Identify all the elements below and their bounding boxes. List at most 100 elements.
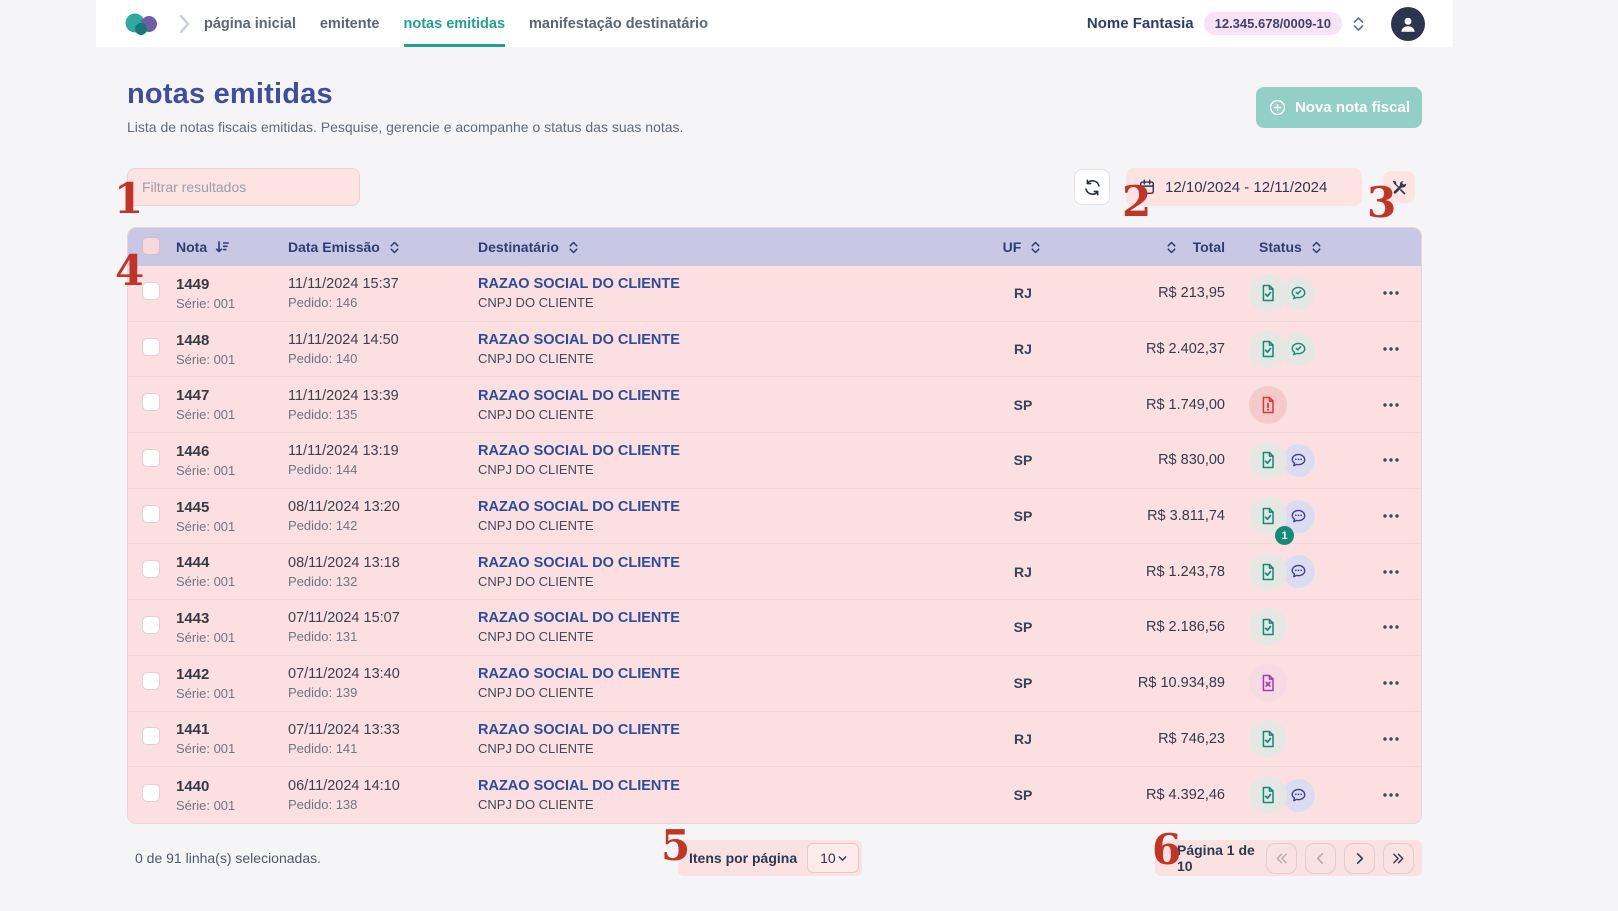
row-checkbox[interactable]: [142, 448, 160, 467]
recipient-name[interactable]: RAZAO SOCIAL DO CLIENTE: [478, 499, 680, 516]
row-checkbox[interactable]: [142, 671, 160, 690]
recipient-name[interactable]: RAZAO SOCIAL DO CLIENTE: [478, 554, 680, 571]
invoice-uf: RJ: [1014, 730, 1032, 747]
status-doc-check-icon[interactable]: [1249, 608, 1287, 647]
recipient-name[interactable]: RAZAO SOCIAL DO CLIENTE: [478, 332, 680, 349]
ellipsis-icon: [1382, 514, 1399, 518]
invoice-date: 11/11/2024 15:37: [288, 276, 399, 293]
table-header: Nota Data Emissão Destinatário UF: [128, 228, 1421, 266]
status-doc-check-icon[interactable]: [1249, 719, 1287, 758]
row-checkbox[interactable]: [142, 281, 160, 300]
invoice-uf: SP: [1013, 396, 1033, 413]
recipient-name[interactable]: RAZAO SOCIAL DO CLIENTE: [478, 276, 680, 293]
row-checkbox[interactable]: [142, 615, 160, 634]
row-actions-button[interactable]: [1382, 402, 1400, 408]
row-checkbox[interactable]: [142, 727, 160, 746]
invoice-series: Série: 001: [176, 351, 236, 367]
last-page-button[interactable]: [1383, 842, 1414, 874]
row-checkbox[interactable]: [142, 560, 160, 579]
invoice-order: Pedido: 140: [288, 351, 358, 367]
ellipsis-icon: [1382, 625, 1399, 630]
row-actions-button[interactable]: [1382, 346, 1400, 352]
status-doc-check-icon[interactable]: [1249, 330, 1287, 369]
invoice-series: Série: 001: [176, 797, 236, 813]
status-doc-check-icon[interactable]: [1249, 441, 1287, 480]
recipient-name[interactable]: RAZAO SOCIAL DO CLIENTE: [478, 443, 680, 460]
invoice-status: [1235, 608, 1368, 647]
invoice-order: Pedido: 146: [288, 295, 358, 311]
advanced-filters-button[interactable]: [1383, 171, 1415, 203]
row-checkbox[interactable]: [142, 393, 160, 412]
app-logo-icon[interactable]: [122, 9, 162, 39]
date-range-picker[interactable]: 12/10/2024 - 12/11/2024: [1126, 168, 1362, 206]
selection-count: 0 de 91 linha(s) selecionadas.: [135, 850, 322, 866]
invoice-order: Pedido: 144: [288, 462, 358, 478]
new-invoice-button[interactable]: Nova nota fiscal: [1256, 87, 1422, 128]
col-header-total[interactable]: Total: [1058, 239, 1235, 255]
row-actions-button[interactable]: [1382, 290, 1400, 296]
invoice-date: 06/11/2024 14:10: [288, 778, 400, 795]
row-actions-button[interactable]: [1382, 680, 1400, 686]
col-header-status[interactable]: Status: [1235, 239, 1368, 255]
select-all-checkbox[interactable]: [142, 236, 160, 255]
row-actions-button[interactable]: [1382, 569, 1400, 575]
recipient-name[interactable]: RAZAO SOCIAL DO CLIENTE: [478, 666, 680, 683]
status-doc-error-icon[interactable]: [1249, 385, 1287, 424]
col-status-label: Status: [1259, 239, 1302, 255]
row-checkbox[interactable]: [142, 504, 160, 523]
refresh-button[interactable]: [1074, 169, 1110, 205]
row-actions-button[interactable]: [1382, 513, 1400, 519]
sort-icon: [390, 241, 399, 253]
table-row: 1449 Série: 001 11/11/2024 15:37 Pedido:…: [128, 266, 1421, 322]
invoice-date: 08/11/2024 13:18: [288, 554, 400, 571]
user-avatar[interactable]: [1391, 6, 1425, 41]
items-per-page: Itens por página 10: [678, 840, 862, 876]
recipient-name[interactable]: RAZAO SOCIAL DO CLIENTE: [478, 721, 680, 738]
col-header-destinatario[interactable]: Destinatário: [478, 239, 988, 255]
nav-emitente[interactable]: emitente: [319, 15, 380, 32]
status-chat-check-icon[interactable]: [1282, 276, 1315, 310]
status-doc-check-icon[interactable]: [1249, 552, 1287, 591]
next-page-button[interactable]: [1344, 842, 1375, 874]
col-header-uf[interactable]: UF: [988, 239, 1058, 255]
invoice-status: [1235, 441, 1368, 480]
nav-manifestacao-destinatario[interactable]: manifestação destinatário: [529, 15, 708, 32]
invoice-order: Pedido: 139: [288, 685, 358, 701]
items-per-page-select[interactable]: 10: [807, 843, 859, 873]
invoice-order: Pedido: 131: [288, 629, 358, 645]
company-cnpj-badge[interactable]: 12.345.678/0009-10: [1203, 12, 1342, 35]
invoice-date: 11/11/2024 13:39: [288, 387, 399, 404]
status-chat-check-icon[interactable]: [1282, 332, 1315, 366]
chevron-right-icon: [1356, 852, 1364, 864]
row-checkbox[interactable]: [142, 783, 160, 802]
invoice-date: 11/11/2024 14:50: [288, 332, 399, 349]
invoice-series: Série: 001: [176, 295, 236, 311]
invoice-number: 1441: [176, 721, 210, 739]
nav-notas-emitidas[interactable]: notas emitidas: [403, 0, 506, 47]
row-actions-button[interactable]: [1382, 792, 1400, 798]
first-page-button[interactable]: [1266, 842, 1297, 874]
filter-input[interactable]: [127, 168, 360, 206]
invoice-number: 1446: [176, 442, 210, 460]
row-actions-button[interactable]: [1382, 736, 1400, 742]
row-checkbox[interactable]: [142, 337, 160, 356]
status-doc-x-icon[interactable]: [1249, 664, 1287, 703]
status-chat-dots-icon[interactable]: [1282, 443, 1315, 477]
status-doc-check-icon[interactable]: [1249, 776, 1287, 815]
recipient-name[interactable]: RAZAO SOCIAL DO CLIENTE: [478, 778, 680, 795]
nav-pagina-inicial[interactable]: página inicial: [204, 15, 296, 32]
row-actions-button[interactable]: [1382, 624, 1400, 630]
status-doc-check-icon[interactable]: [1249, 274, 1287, 313]
status-count-badge: 1: [1275, 526, 1294, 546]
company-switcher-icon[interactable]: [1352, 15, 1365, 33]
status-chat-dots-icon[interactable]: [1282, 555, 1315, 589]
col-header-data-emissao[interactable]: Data Emissão: [288, 239, 478, 255]
col-nota-label: Nota: [176, 239, 208, 255]
previous-page-button[interactable]: [1305, 842, 1336, 874]
recipient-name[interactable]: RAZAO SOCIAL DO CLIENTE: [478, 610, 680, 627]
row-actions-button[interactable]: [1382, 457, 1400, 463]
status-chat-dots-icon[interactable]: [1282, 778, 1315, 812]
col-header-nota[interactable]: Nota: [176, 239, 288, 255]
recipient-name[interactable]: RAZAO SOCIAL DO CLIENTE: [478, 387, 680, 404]
